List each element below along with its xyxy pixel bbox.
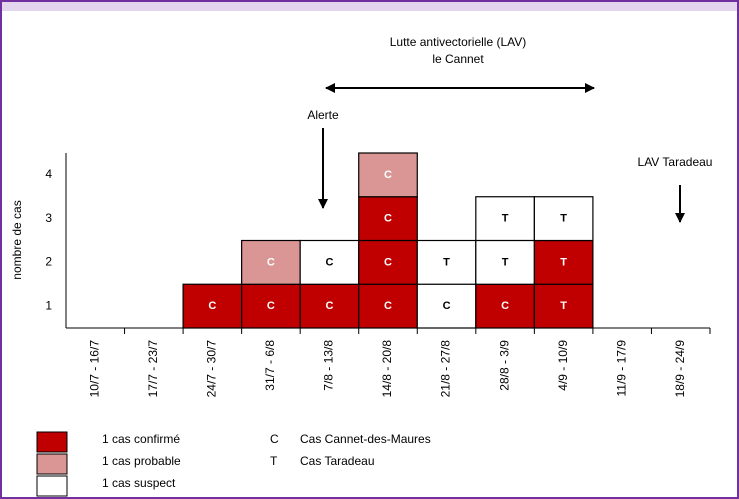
y-tick-label: 3 bbox=[45, 211, 52, 225]
case-letter: C bbox=[325, 300, 333, 312]
annotation: Alerte bbox=[307, 108, 339, 122]
x-tick-label: 7/8 - 13/8 bbox=[322, 340, 336, 391]
x-tick-label: 14/8 - 20/8 bbox=[380, 340, 394, 398]
case-letter: T bbox=[502, 256, 509, 268]
case-letter: T bbox=[443, 256, 450, 268]
x-tick-label: 31/7 - 6/8 bbox=[263, 340, 277, 391]
case-stack bbox=[299, 239, 360, 285]
case-letter: C bbox=[384, 300, 392, 312]
case-letter: C bbox=[443, 300, 451, 312]
case-letter: T bbox=[560, 213, 567, 225]
y-tick-label: 2 bbox=[45, 255, 52, 269]
case-letter: C bbox=[325, 256, 333, 268]
top-strip bbox=[2, 2, 737, 11]
legend-letter: T bbox=[270, 454, 278, 468]
case-letter: C bbox=[501, 300, 509, 312]
legend-swatch bbox=[36, 475, 68, 497]
legend-label: Cas Cannet-des-Maures bbox=[300, 432, 431, 446]
legend-label: 1 cas suspect bbox=[102, 476, 176, 490]
y-tick-label: 1 bbox=[45, 298, 52, 312]
case-letter: C bbox=[384, 213, 392, 225]
case-stack bbox=[358, 152, 418, 198]
y-tick-label: 4 bbox=[45, 167, 52, 181]
case-stack bbox=[299, 283, 360, 329]
case-letter: C bbox=[384, 169, 392, 181]
case-stack bbox=[475, 283, 535, 329]
annotation: LAV Taradeau bbox=[638, 155, 713, 169]
x-tick-label: 17/7 - 23/7 bbox=[146, 340, 160, 398]
x-tick-label: 4/9 - 10/9 bbox=[556, 340, 570, 391]
legend-letter: C bbox=[270, 432, 279, 446]
case-letter: C bbox=[267, 256, 275, 268]
y-axis-label: nombre de cas bbox=[10, 200, 24, 279]
x-tick-label: 11/9 - 17/9 bbox=[614, 340, 628, 397]
case-letter: C bbox=[267, 300, 275, 312]
case-letter: T bbox=[560, 300, 567, 312]
legend-label: 1 cas probable bbox=[102, 454, 181, 468]
x-tick-label: 10/7 - 16/7 bbox=[87, 340, 101, 398]
x-tick-label: 18/9 - 24/9 bbox=[673, 340, 687, 398]
case-stack bbox=[241, 239, 301, 285]
case-letter: T bbox=[560, 256, 567, 268]
x-tick-label: 21/8 - 27/8 bbox=[439, 340, 453, 398]
annotation: le Cannet bbox=[432, 52, 484, 66]
legend-swatch bbox=[36, 431, 68, 453]
annotation: Lutte antivectorielle (LAV) bbox=[390, 35, 527, 49]
legend-swatch bbox=[36, 453, 68, 475]
x-tick-label: 24/7 - 30/7 bbox=[205, 340, 219, 398]
case-letter: C bbox=[208, 300, 216, 312]
case-letter: T bbox=[502, 213, 509, 225]
x-tick-label: 28/8 - 3/9 bbox=[497, 340, 511, 391]
case-stack bbox=[182, 283, 243, 329]
legend-label: 1 cas confirmé bbox=[102, 432, 180, 446]
case-letter: C bbox=[384, 256, 392, 268]
case-stack bbox=[533, 196, 594, 242]
legend-label: Cas Taradeau bbox=[300, 454, 375, 468]
